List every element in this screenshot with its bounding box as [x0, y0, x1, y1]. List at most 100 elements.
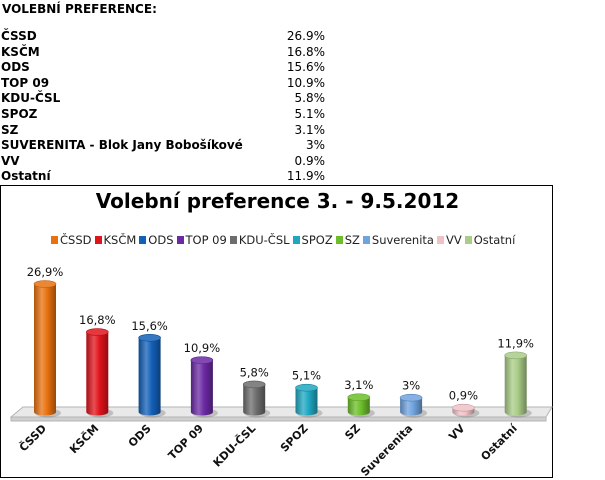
bar-top [138, 333, 161, 342]
bar-top [86, 328, 109, 336]
party-name: ČSSD [1, 29, 37, 43]
chart-container: Volební preference 3. - 9.5.2012 ČSSD KSČ… [0, 185, 553, 479]
legend-swatch [229, 236, 237, 244]
party-percentage: 15.6% [286, 60, 325, 75]
data-label: 3,1% [344, 378, 373, 392]
bar [190, 360, 213, 416]
bar-top [399, 393, 423, 402]
legend-item: Ostatní [464, 232, 516, 248]
party-name: VV [1, 153, 20, 168]
legend-swatch [51, 236, 58, 244]
party-percentage: 0.9% [294, 153, 326, 168]
legend-label: VV [445, 233, 462, 247]
legend-item: Suverenita [362, 232, 434, 248]
preferences-table: ČSSD 26.9% KSČM 16.8% ODS 15.6% TOP 09 10.9% KDU… [1, 29, 331, 185]
category-label: ODS [126, 422, 154, 450]
category-label: VV [446, 422, 468, 444]
category-label: SPOZ [278, 422, 311, 455]
legend-item: VV [436, 232, 462, 248]
data-label: 26,9% [27, 265, 64, 279]
party-percentage: 11.9% [286, 169, 325, 184]
party-name: KDU-ČSL [1, 91, 61, 106]
party-percentage: 26.9% [286, 29, 325, 43]
category-label: KSČM [67, 422, 101, 456]
category-label: SZ [342, 422, 362, 442]
legend-item: ČSSD [51, 232, 92, 248]
legend-swatch [176, 236, 184, 244]
party-percentage: 5.8% [294, 91, 326, 106]
legend-swatch [335, 236, 343, 244]
legend-item: SPOZ [292, 232, 333, 248]
chart-title: Volební preference 3. - 9.5.2012 [95, 189, 460, 213]
bar [34, 284, 56, 416]
legend-swatch [139, 236, 147, 244]
legend-label: SPOZ [301, 233, 333, 247]
legend-item: ODS [139, 232, 174, 248]
data-label: 5,1% [292, 369, 321, 383]
category-label: Ostatní [478, 421, 520, 463]
category-label: KDU-ČSL [211, 422, 259, 470]
party-percentage: 10.9% [286, 75, 325, 90]
data-label: 5,8% [240, 365, 269, 379]
legend-label: ČSSD [60, 233, 92, 247]
bar [295, 387, 318, 416]
category-label: TOP 09 [166, 422, 206, 462]
preference-row: TOP 09 10.9% [1, 76, 331, 92]
data-label: 10,9% [184, 341, 221, 355]
legend-label: TOP 09 [185, 233, 227, 247]
party-percentage: 16.8% [286, 44, 325, 59]
data-label: 11,9% [497, 336, 534, 350]
legend-label: Ostatní [473, 233, 516, 247]
preference-row: SPOZ 5.1% [1, 107, 331, 123]
chart-plot: 26,9% ČSSD 16,8% KSČM 15,6% ODS 10,9% TOP 09 5,8… [9, 265, 553, 479]
party-name: ODS [1, 60, 30, 75]
preference-row: ODS 15.6% [1, 60, 331, 76]
preference-row: VV 0.9% [1, 154, 331, 170]
preference-row: SZ 3.1% [1, 123, 331, 139]
legend-item: KDU-ČSL [229, 232, 290, 248]
data-label: 15,6% [131, 319, 168, 333]
bar-top [33, 280, 57, 288]
preference-row: KDU-ČSL 5.8% [1, 91, 331, 107]
bar-top [190, 356, 214, 364]
data-label: 3% [402, 379, 420, 393]
legend-item: TOP 09 [176, 232, 227, 248]
chart-floor-front [10, 416, 547, 422]
bar [400, 397, 423, 416]
preference-row: SUVERENITA - Blok Jany Bobošíkové 3% [1, 138, 331, 154]
legend-swatch [464, 236, 472, 244]
preferences-heading: VOLEBNÍ PREFERENCE: [2, 2, 157, 16]
party-percentage: 5.1% [294, 106, 326, 121]
legend-label: Suverenita [371, 233, 434, 247]
legend-item: SZ [335, 232, 360, 248]
bar [243, 384, 266, 416]
bar-top [504, 351, 528, 360]
bar-top [452, 403, 475, 412]
legend-label: KSČM [103, 233, 137, 247]
legend-label: SZ [344, 233, 360, 247]
bar-top [295, 383, 318, 392]
bar [347, 397, 370, 416]
party-name: TOP 09 [1, 75, 50, 90]
bar [138, 337, 161, 416]
party-name: SZ [1, 122, 19, 137]
data-label: 0,9% [449, 389, 478, 403]
preference-row: KSČM 16.8% [1, 45, 331, 61]
party-percentage: 3.1% [294, 122, 326, 137]
legend-label: KDU-ČSL [238, 233, 290, 247]
legend-item: KSČM [94, 232, 137, 248]
legend-label: ODS [148, 233, 174, 247]
category-label: ČSSD [17, 422, 49, 454]
legend-swatch [362, 236, 370, 244]
bar-top [242, 380, 266, 389]
party-name: Ostatní [1, 169, 51, 184]
party-name: SPOZ [1, 106, 38, 121]
party-percentage: 3% [305, 138, 325, 153]
legend-swatch [292, 236, 300, 244]
bar [504, 355, 527, 416]
bar-top [347, 393, 371, 402]
party-name: KSČM [1, 44, 40, 59]
category-label: Suverenita [358, 422, 415, 479]
data-label: 16,8% [79, 313, 116, 327]
chart-legend: ČSSD KSČM ODS TOP 09 KDU-ČSL SPOZ SZ Suverenita… [51, 232, 551, 248]
